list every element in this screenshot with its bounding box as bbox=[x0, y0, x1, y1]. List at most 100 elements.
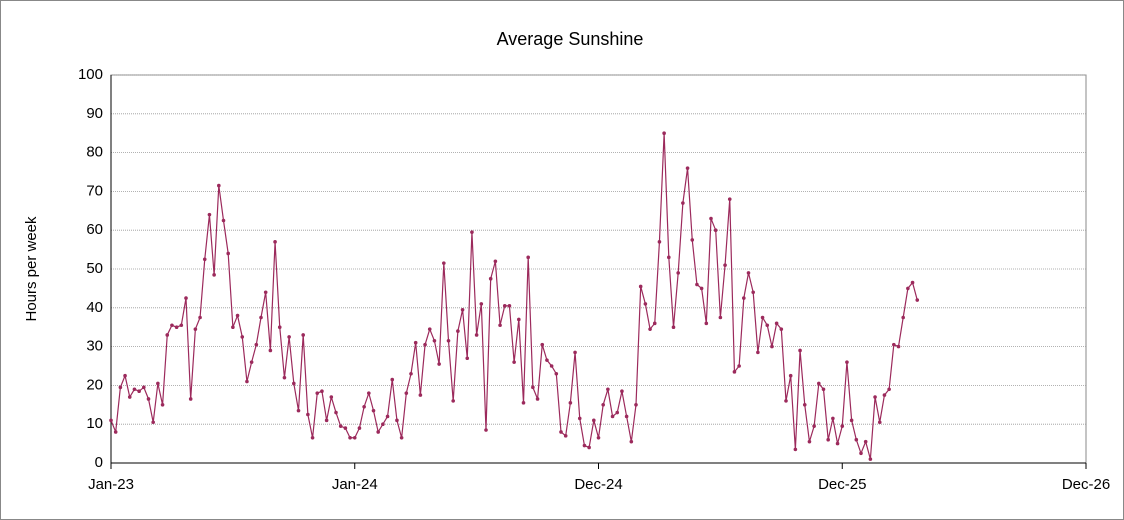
data-point bbox=[399, 435, 404, 440]
data-point bbox=[596, 435, 601, 440]
data-point bbox=[521, 401, 526, 405]
y-tick-label: 30 bbox=[86, 338, 103, 355]
data-point bbox=[268, 348, 273, 353]
data-point bbox=[418, 393, 423, 397]
data-point bbox=[202, 257, 207, 262]
x-tick-label: Dec-25 bbox=[818, 476, 866, 493]
data-point bbox=[165, 333, 170, 337]
data-point bbox=[432, 338, 437, 343]
chart-title: Average Sunshine bbox=[497, 29, 644, 49]
data-point bbox=[910, 280, 915, 285]
data-point bbox=[854, 437, 859, 442]
data-point bbox=[531, 385, 535, 390]
data-point bbox=[132, 387, 137, 392]
data-point bbox=[845, 360, 849, 364]
y-tick-label: 50 bbox=[86, 260, 103, 277]
data-point bbox=[390, 377, 395, 382]
data-point bbox=[615, 410, 620, 415]
data-point bbox=[559, 430, 563, 434]
data-point bbox=[568, 401, 573, 405]
data-point bbox=[704, 321, 709, 326]
data-point bbox=[287, 335, 291, 339]
data-point bbox=[877, 420, 882, 425]
data-point bbox=[606, 387, 610, 392]
data-point bbox=[732, 370, 737, 374]
data-point bbox=[226, 251, 230, 256]
data-point bbox=[699, 286, 704, 291]
data-point bbox=[915, 298, 920, 302]
data-point bbox=[727, 197, 732, 201]
data-point bbox=[301, 333, 305, 337]
data-point bbox=[329, 395, 334, 399]
data-point bbox=[859, 451, 863, 456]
data-point bbox=[357, 426, 362, 430]
data-point bbox=[296, 408, 301, 413]
data-point bbox=[676, 271, 680, 275]
data-point bbox=[892, 342, 896, 347]
data-point bbox=[746, 271, 751, 275]
data-point bbox=[812, 424, 816, 428]
data-point bbox=[582, 443, 587, 448]
data-point bbox=[446, 338, 451, 343]
data-point bbox=[835, 441, 840, 446]
data-point bbox=[310, 435, 315, 440]
data-point bbox=[802, 403, 807, 407]
data-point bbox=[709, 216, 713, 221]
data-point bbox=[610, 414, 615, 419]
data-point bbox=[474, 333, 479, 337]
data-point bbox=[371, 408, 376, 413]
data-point bbox=[198, 315, 202, 320]
data-point bbox=[479, 302, 484, 306]
y-axis-label: Hours per week bbox=[23, 216, 40, 322]
x-tick-label: Dec-26 bbox=[1062, 476, 1110, 493]
data-point bbox=[427, 327, 432, 331]
data-point bbox=[498, 323, 502, 328]
data-point bbox=[788, 373, 793, 378]
data-point bbox=[207, 212, 212, 217]
data-point bbox=[629, 439, 634, 444]
data-point bbox=[151, 420, 155, 425]
data-point bbox=[217, 183, 221, 188]
data-point bbox=[770, 344, 774, 349]
data-point bbox=[179, 323, 184, 328]
data-point bbox=[887, 387, 891, 392]
data-point bbox=[760, 315, 765, 320]
data-point bbox=[212, 273, 216, 277]
data-point bbox=[174, 325, 179, 330]
data-point bbox=[282, 375, 287, 380]
data-point bbox=[404, 391, 409, 395]
data-point bbox=[235, 313, 240, 318]
data-point bbox=[638, 284, 643, 289]
data-point bbox=[512, 360, 516, 364]
data-point bbox=[690, 238, 695, 242]
data-point bbox=[142, 385, 146, 390]
data-point bbox=[240, 335, 245, 339]
data-point bbox=[231, 325, 235, 330]
data-point bbox=[488, 276, 493, 281]
data-point bbox=[315, 391, 320, 395]
data-point bbox=[648, 327, 652, 331]
data-point bbox=[338, 424, 343, 428]
data-point bbox=[718, 315, 723, 320]
data-point bbox=[451, 399, 455, 403]
data-point bbox=[826, 437, 830, 442]
data-point bbox=[620, 389, 624, 394]
data-point bbox=[662, 131, 666, 135]
data-point bbox=[545, 358, 549, 362]
data-point bbox=[517, 317, 521, 322]
data-point bbox=[245, 379, 249, 384]
data-point bbox=[273, 240, 277, 244]
data-point bbox=[259, 315, 263, 320]
data-point bbox=[306, 412, 310, 417]
data-point bbox=[123, 373, 127, 378]
data-point bbox=[156, 381, 160, 386]
data-point bbox=[493, 259, 498, 264]
data-point bbox=[901, 315, 905, 320]
data-point bbox=[352, 435, 357, 440]
data-point bbox=[751, 290, 755, 295]
data-point bbox=[863, 439, 868, 444]
data-point bbox=[671, 325, 676, 330]
data-point bbox=[193, 327, 198, 331]
data-point bbox=[343, 426, 348, 430]
data-point bbox=[657, 240, 662, 244]
